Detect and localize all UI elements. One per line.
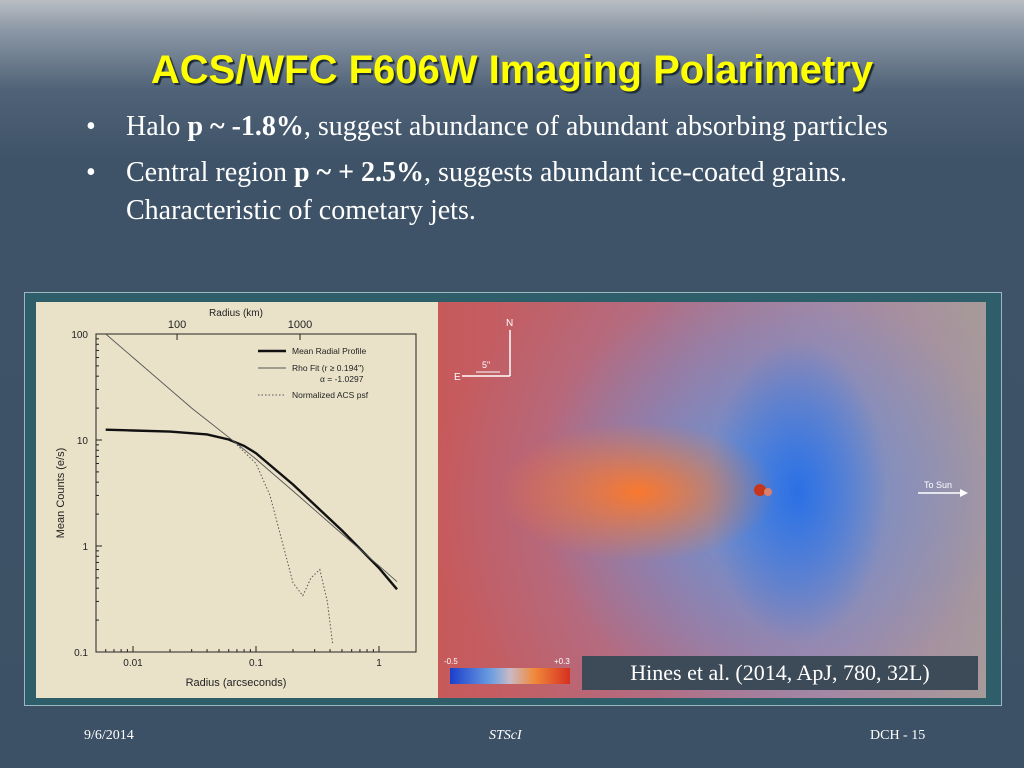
- bullet-item-halo: • Halo p ~ -1.8%, suggest abundance of a…: [86, 108, 966, 146]
- compass-north-label: N: [506, 318, 513, 329]
- top-tick-label: 1000: [288, 319, 312, 331]
- series-line-dotted: [236, 444, 334, 644]
- x-tick-label: 1: [376, 658, 382, 669]
- legend-label: Normalized ACS psf: [292, 390, 369, 400]
- sun-arrow-head: [960, 489, 968, 497]
- bullet-marker: •: [86, 157, 96, 188]
- bullet-marker: •: [86, 111, 96, 142]
- legend-label: Mean Radial Profile: [292, 346, 366, 356]
- colorbar-min-label: -0.5: [444, 657, 458, 666]
- bullet-text-pre: Central region: [126, 157, 294, 188]
- y-tick-label: 0.1: [74, 648, 88, 659]
- y-tick-label: 100: [71, 330, 88, 341]
- nucleus-core: [764, 488, 772, 496]
- x-tick-label: 0.01: [123, 658, 143, 669]
- plot-frame: [95, 333, 417, 653]
- colorbar: [450, 668, 570, 684]
- radial-profile-plot: 100 10 1 0.1 0.01 0.1 1 100 1000 Radius (km) Radiu…: [36, 302, 438, 698]
- legend-label: Rho Fit (r ≥ 0.194"): [292, 363, 364, 373]
- y-axis-label: Mean Counts (e/s): [55, 448, 67, 538]
- x-axis-label: Radius (arcseconds): [186, 677, 287, 689]
- polarimetry-overlay: N E 5" To Sun -0.5 +0.3: [444, 318, 968, 684]
- bullet-text-bold: p ~ + 2.5%: [293, 157, 425, 188]
- footer-page-number: DCH - 15: [870, 728, 926, 743]
- series-line-thick: [105, 428, 398, 591]
- y-tick-label: 1: [82, 542, 88, 553]
- legend-note: α = -1.0297: [320, 374, 364, 384]
- bullet-text-bold: p ~ -1.8%: [187, 111, 304, 142]
- series-line-thin: [105, 333, 398, 583]
- footer-date: 9/6/2014: [84, 728, 134, 743]
- radial-profile-chart: 100 10 1 0.1 0.01 0.1 1 100 1000 Radius (km) Radiu…: [55, 308, 417, 689]
- footer-organization: STScI: [489, 728, 522, 743]
- top-tick-label: 100: [168, 319, 186, 331]
- x-tick-label: 0.1: [249, 658, 263, 669]
- bullet-text-post: , suggests abundant ice-coated grains. C…: [126, 157, 848, 226]
- bullet-list: • Halo p ~ -1.8%, suggest abundance of a…: [86, 108, 966, 238]
- y-tick-label: 10: [77, 436, 89, 447]
- nucleus-marker: [754, 484, 766, 496]
- bullet-item-central: • Central region p ~ + 2.5%, suggests ab…: [86, 154, 966, 230]
- compass-east-label: E: [454, 372, 461, 383]
- bullet-text-pre: Halo: [126, 111, 188, 142]
- top-axis-label: Radius (km): [209, 308, 263, 319]
- compass-scale-label: 5": [482, 360, 490, 370]
- slide-title: ACS/WFC F606W Imaging Polarimetry: [150, 48, 874, 92]
- sun-arrow-label: To Sun: [924, 480, 952, 490]
- colorbar-max-label: +0.3: [554, 657, 570, 666]
- figure-caption: Hines et al. (2014, ApJ, 780, 32L): [582, 656, 978, 690]
- polarimetry-image: N E 5" To Sun -0.5 +0.3: [438, 302, 986, 698]
- bullet-text-post: , suggest abundance of abundant absorbin…: [303, 111, 888, 142]
